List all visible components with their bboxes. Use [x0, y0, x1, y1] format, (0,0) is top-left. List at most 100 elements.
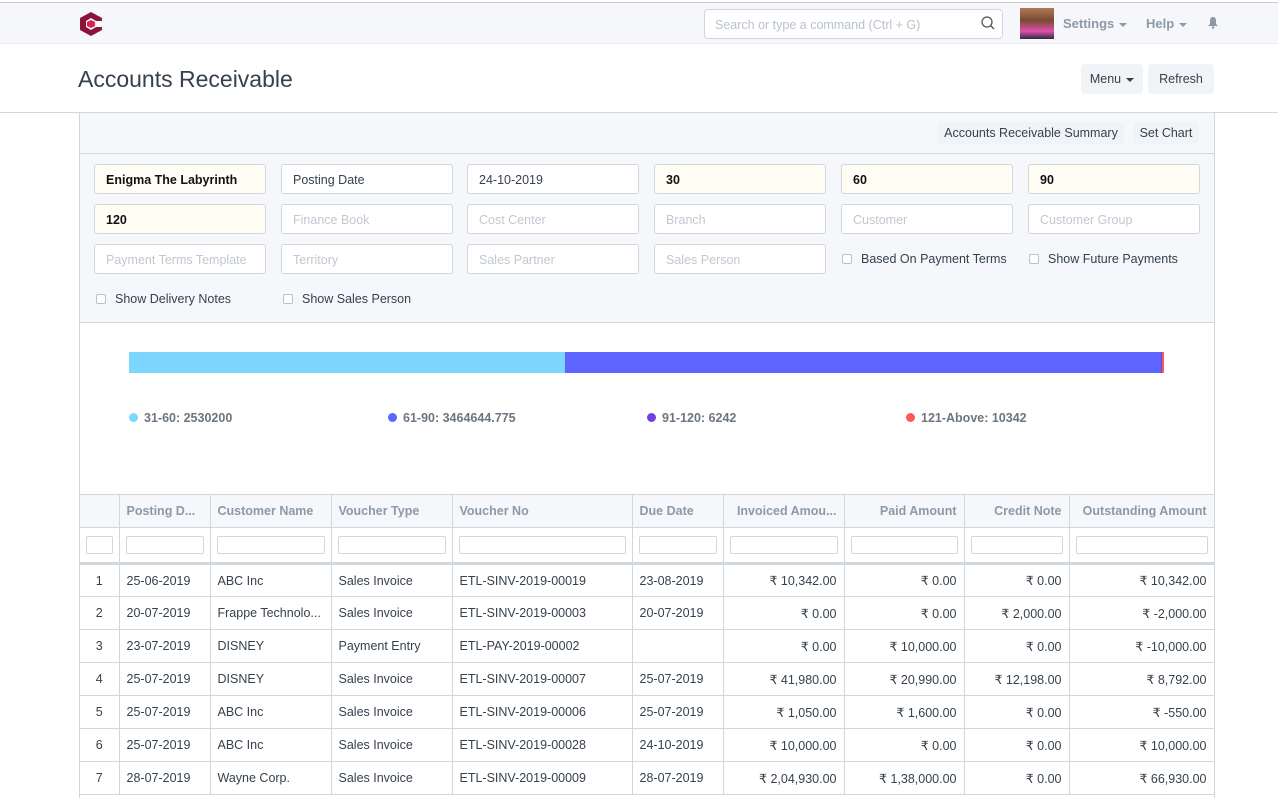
- report-date-field[interactable]: 24-10-2019: [467, 164, 639, 194]
- column-filter-input[interactable]: [125, 536, 204, 554]
- help-dropdown[interactable]: Help: [1146, 16, 1188, 31]
- chart-bar-61-90[interactable]: [564, 352, 1162, 373]
- column-filter-cell: [451, 527, 633, 565]
- refresh-button[interactable]: Refresh: [1148, 64, 1214, 94]
- column-header[interactable]: Customer Name: [209, 494, 332, 528]
- table-cell: ₹ 0.00: [722, 629, 845, 663]
- show-delivery-notes-checkbox[interactable]: Show Delivery Notes: [96, 292, 231, 306]
- search-input[interactable]: Search or type a command (Ctrl + G): [704, 9, 1003, 39]
- branch-field[interactable]: Branch: [654, 204, 826, 234]
- filter-section: Accounts Receivable Summary Set Chart En…: [80, 113, 1214, 323]
- app-logo[interactable]: [79, 11, 103, 37]
- column-header[interactable]: Voucher Type: [330, 494, 453, 528]
- table-cell: ₹ -2,000.00: [1068, 596, 1215, 630]
- caret-down-icon: [1179, 22, 1188, 27]
- table-row[interactable]: 5 25-07-2019 ABC Inc Sales Invoice ETL-SINV-…: [80, 695, 1215, 729]
- column-header[interactable]: Invoiced Amou...: [722, 494, 845, 528]
- column-header[interactable]: Credit Note: [963, 494, 1070, 528]
- column-filter-input[interactable]: [850, 536, 958, 554]
- table-cell: Sales Invoice: [330, 563, 453, 597]
- table-cell: ₹ -550.00: [1068, 695, 1215, 729]
- table-cell: ₹ 0.00: [963, 695, 1070, 729]
- table-cell: ₹ 12,198.00: [963, 662, 1070, 696]
- table-row[interactable]: 2 20-07-2019 Frappe Technolo... Sales Invoi…: [80, 596, 1215, 630]
- settings-dropdown[interactable]: Settings: [1063, 16, 1128, 31]
- report-table: Posting D... Customer Name Voucher Type Vou…: [80, 494, 1215, 795]
- caret-down-icon: [1119, 22, 1128, 27]
- legend-item: 91-120: 6242: [647, 411, 736, 425]
- caret-down-icon: [1126, 77, 1135, 82]
- column-filter-row: [80, 527, 1215, 565]
- table-row[interactable]: 3 23-07-2019 DISNEY Payment Entry ETL-PAY-20…: [80, 629, 1215, 663]
- table-cell: 20-07-2019: [631, 596, 724, 630]
- table-cell: ₹ 0.00: [963, 728, 1070, 762]
- table-row[interactable]: 4 25-07-2019 DISNEY Sales Invoice ETL-SINV-2…: [80, 662, 1215, 696]
- user-avatar[interactable]: [1020, 8, 1054, 39]
- column-filter-input[interactable]: [729, 536, 838, 554]
- territory-field[interactable]: Territory: [281, 244, 453, 274]
- row-number-header: [80, 494, 120, 528]
- row-number: 7: [80, 761, 120, 795]
- column-filter-cell: [330, 527, 453, 565]
- accounts-receivable-summary-button[interactable]: Accounts Receivable Summary: [938, 122, 1124, 144]
- chart-bar-91-120[interactable]: [1161, 352, 1163, 373]
- company-field[interactable]: Enigma The Labyrinth: [94, 164, 266, 194]
- table-cell: ₹ 2,000.00: [963, 596, 1070, 630]
- table-cell: ETL-SINV-2019-00003: [451, 596, 633, 630]
- table-cell: ₹ 2,04,930.00: [722, 761, 845, 795]
- table-cell: 25-07-2019: [118, 662, 211, 696]
- sales-person-field[interactable]: Sales Person: [654, 244, 826, 274]
- column-filter-input[interactable]: [216, 536, 325, 554]
- ageing-based-on-select[interactable]: Posting Date: [281, 164, 453, 194]
- table-cell: Frappe Technolo...: [209, 596, 332, 630]
- report-panel: Accounts Receivable Summary Set Chart En…: [79, 113, 1215, 798]
- table-row[interactable]: 1 25-06-2019 ABC Inc Sales Invoice ETL-SINV-…: [80, 563, 1215, 597]
- table-cell: DISNEY: [209, 629, 332, 663]
- based-on-payment-terms-checkbox[interactable]: Based On Payment Terms: [842, 252, 1007, 266]
- cost-center-field[interactable]: Cost Center: [467, 204, 639, 234]
- table-cell: ₹ 1,600.00: [843, 695, 965, 729]
- column-header[interactable]: Outstanding Amount: [1068, 494, 1215, 528]
- chart-bar-31-60[interactable]: [129, 352, 565, 373]
- show-future-payments-checkbox[interactable]: Show Future Payments: [1029, 252, 1178, 266]
- column-header[interactable]: Due Date: [631, 494, 724, 528]
- show-sales-person-checkbox[interactable]: Show Sales Person: [283, 292, 411, 306]
- table-row[interactable]: 6 25-07-2019 ABC Inc Sales Invoice ETL-SINV-…: [80, 728, 1215, 762]
- table-cell: ₹ 0.00: [722, 596, 845, 630]
- range2-field[interactable]: 60: [841, 164, 1013, 194]
- menu-button[interactable]: Menu: [1081, 64, 1143, 94]
- notification-bell-icon[interactable]: [1207, 16, 1219, 29]
- customer-group-field[interactable]: Customer Group: [1028, 204, 1200, 234]
- column-filter-cell: [118, 527, 211, 565]
- column-header[interactable]: Voucher No: [451, 494, 633, 528]
- range3-field[interactable]: 90: [1028, 164, 1200, 194]
- finance-book-field[interactable]: Finance Book: [281, 204, 453, 234]
- table-cell: 25-07-2019: [631, 695, 724, 729]
- column-filter-cell: [843, 527, 965, 565]
- table-cell: [631, 629, 724, 663]
- row-number: 3: [80, 629, 120, 663]
- payment-terms-template-field[interactable]: Payment Terms Template: [94, 244, 266, 274]
- column-filter-input[interactable]: [638, 536, 717, 554]
- table-row[interactable]: 7 28-07-2019 Wayne Corp. Sales Invoice ETL-S…: [80, 761, 1215, 795]
- column-filter-input[interactable]: [458, 536, 626, 554]
- table-cell: 23-08-2019: [631, 563, 724, 597]
- table-cell: ₹ 20,990.00: [843, 662, 965, 696]
- legend-item: 61-90: 3464644.775: [388, 411, 516, 425]
- sales-partner-field[interactable]: Sales Partner: [467, 244, 639, 274]
- table-cell: Sales Invoice: [330, 662, 453, 696]
- column-filter-input[interactable]: [337, 536, 446, 554]
- chart-bar-121-Above[interactable]: [1162, 352, 1164, 373]
- column-header[interactable]: Posting D...: [118, 494, 211, 528]
- range1-field[interactable]: 30: [654, 164, 826, 194]
- column-filter-input[interactable]: [970, 536, 1063, 554]
- range4-field[interactable]: 120: [94, 204, 266, 234]
- column-filter-input[interactable]: [86, 536, 113, 554]
- column-filter-input[interactable]: [1075, 536, 1208, 554]
- column-header[interactable]: Paid Amount: [843, 494, 965, 528]
- table-cell: ₹ 0.00: [843, 563, 965, 597]
- table-cell: ₹ 66,930.00: [1068, 761, 1215, 795]
- customer-field[interactable]: Customer: [841, 204, 1013, 234]
- checkbox-icon: [96, 294, 106, 304]
- set-chart-button[interactable]: Set Chart: [1133, 122, 1199, 144]
